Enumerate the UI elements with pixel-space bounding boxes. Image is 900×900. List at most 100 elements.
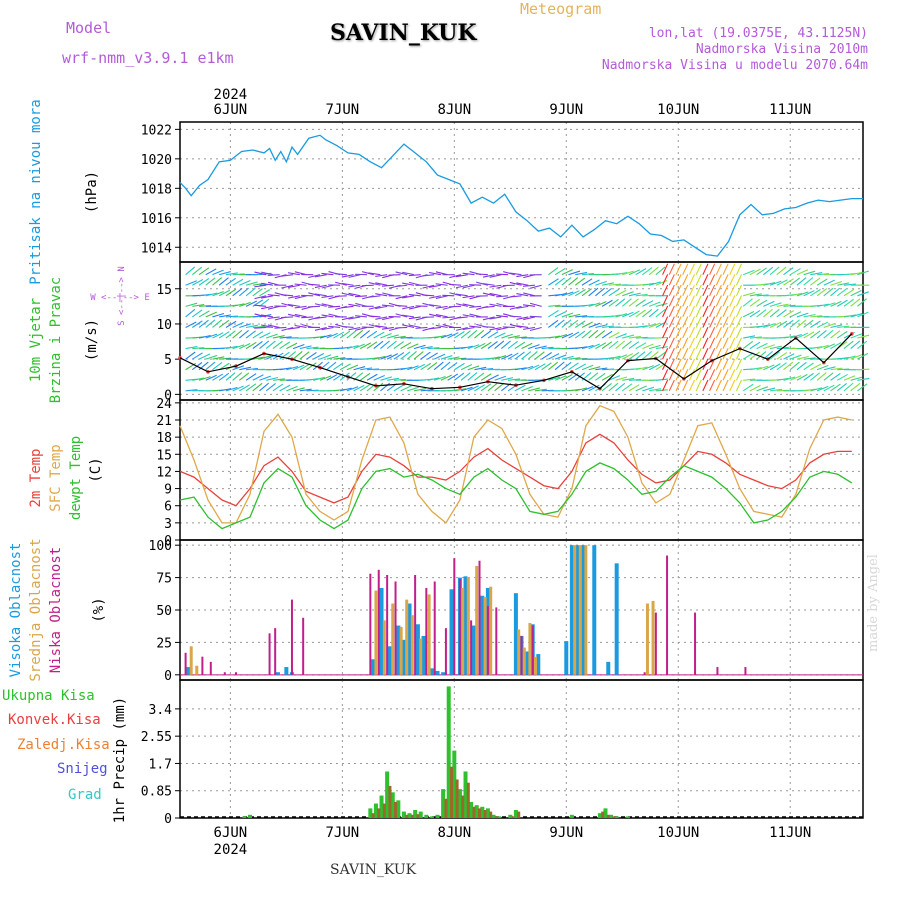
- wind-barb: [218, 331, 230, 339]
- cloud-bar: [302, 617, 305, 675]
- precip-bar: [382, 803, 386, 818]
- wind-barb: [314, 326, 327, 331]
- wind-barb: [554, 292, 567, 297]
- pressure-ylabel: Pritisak na nivou mora: [28, 99, 44, 284]
- wind-barb: [702, 348, 709, 360]
- wind-barb: [232, 273, 245, 276]
- wind-barb: [595, 372, 606, 381]
- wind-barb: [254, 313, 267, 318]
- wind-barb: [823, 372, 834, 381]
- cloud-bar: [575, 545, 580, 675]
- wind-barb: [319, 354, 332, 360]
- wind-barb: [232, 329, 243, 339]
- wind-barb: [381, 304, 394, 307]
- wind-barb: [428, 326, 441, 330]
- wind-barb: [534, 351, 545, 360]
- cloud-bar: [410, 615, 414, 675]
- wind-barb: [668, 284, 675, 297]
- wind-barb: [212, 269, 224, 276]
- wind-barb: [321, 303, 334, 307]
- wind-barb: [803, 362, 814, 371]
- wind-barb: [205, 374, 217, 381]
- wind-barb: [568, 290, 580, 297]
- y-tick-label: 1022: [141, 123, 172, 138]
- wind-barb: [783, 267, 794, 276]
- wind-barb: [192, 303, 205, 307]
- y-tick-label: 5: [164, 353, 172, 368]
- wind-barb: [830, 324, 843, 329]
- wind-barb: [816, 330, 827, 339]
- wind-barb: [480, 383, 492, 392]
- wind-barb: [287, 295, 300, 299]
- wind-barb: [239, 384, 250, 392]
- wind-barb: [326, 355, 339, 360]
- wind-barb: [548, 353, 560, 360]
- wind-barb: [408, 274, 421, 277]
- wind-barb: [561, 312, 574, 318]
- precip-bar: [463, 771, 468, 818]
- wind-barbs: [178, 263, 870, 392]
- wind-barb: [810, 315, 823, 318]
- wind-barb: [420, 346, 433, 350]
- wind-barb: [252, 356, 265, 360]
- wind-barb: [682, 274, 689, 286]
- wind-barb: [266, 333, 278, 339]
- wind-barb: [743, 335, 756, 339]
- wind-barb: [648, 301, 661, 307]
- wind-barb: [655, 336, 668, 339]
- wind-barb: [743, 378, 756, 381]
- wind-barb: [789, 311, 802, 318]
- wind-barb: [668, 337, 675, 349]
- wind-barb: [561, 319, 572, 328]
- wind-barb: [366, 373, 378, 381]
- wind-barb: [429, 313, 442, 318]
- wind-barb: [715, 263, 722, 275]
- wind-barb: [574, 277, 586, 286]
- wind-barb: [272, 335, 285, 339]
- wind-barb: [735, 379, 743, 392]
- wind-barb: [756, 386, 769, 392]
- wind-barb: [816, 303, 829, 307]
- wind-barb: [789, 277, 801, 286]
- wind-barb: [548, 376, 561, 381]
- wind-barb: [266, 376, 279, 381]
- wind-barb: [803, 313, 816, 318]
- cloud-bar: [394, 581, 397, 675]
- wind-barb: [252, 382, 263, 392]
- wind-barb: [480, 330, 492, 339]
- wind-barb: [341, 316, 354, 321]
- page-title: SAVIN_KUK: [330, 20, 477, 46]
- wind-barb: [449, 292, 462, 297]
- wind-barb: [837, 325, 850, 329]
- precip-bar: [424, 814, 429, 818]
- wind-barb: [487, 356, 500, 360]
- cloud-bar: [284, 667, 289, 675]
- wind-barb: [682, 316, 689, 328]
- wind-barb: [635, 351, 646, 360]
- wind-barb: [622, 334, 635, 339]
- wind-barb: [469, 284, 482, 286]
- wind-barb: [655, 280, 668, 286]
- wind-barb: [729, 274, 736, 286]
- wind-barb: [341, 274, 354, 278]
- wind-barb: [354, 315, 368, 318]
- wind-barb: [494, 375, 507, 381]
- wind-barb: [185, 308, 196, 318]
- cloud-bar: [564, 641, 569, 675]
- wind-barb: [722, 295, 729, 307]
- wind-barb: [756, 342, 768, 350]
- wind-barb: [428, 271, 441, 276]
- precip-bar: [385, 771, 390, 818]
- wind-barb: [763, 300, 775, 307]
- wind-barb: [402, 271, 415, 276]
- precip-bar: [401, 811, 406, 818]
- wind-barb: [232, 385, 244, 392]
- cloud-bar: [223, 672, 226, 675]
- wind-barb: [722, 316, 729, 328]
- wind-barb: [769, 321, 782, 328]
- precip-bar: [466, 782, 470, 818]
- footer-station: SAVIN_KUK: [330, 862, 417, 878]
- wind-barb: [709, 295, 716, 307]
- wind-barb: [796, 355, 809, 360]
- wind-barb: [776, 352, 788, 360]
